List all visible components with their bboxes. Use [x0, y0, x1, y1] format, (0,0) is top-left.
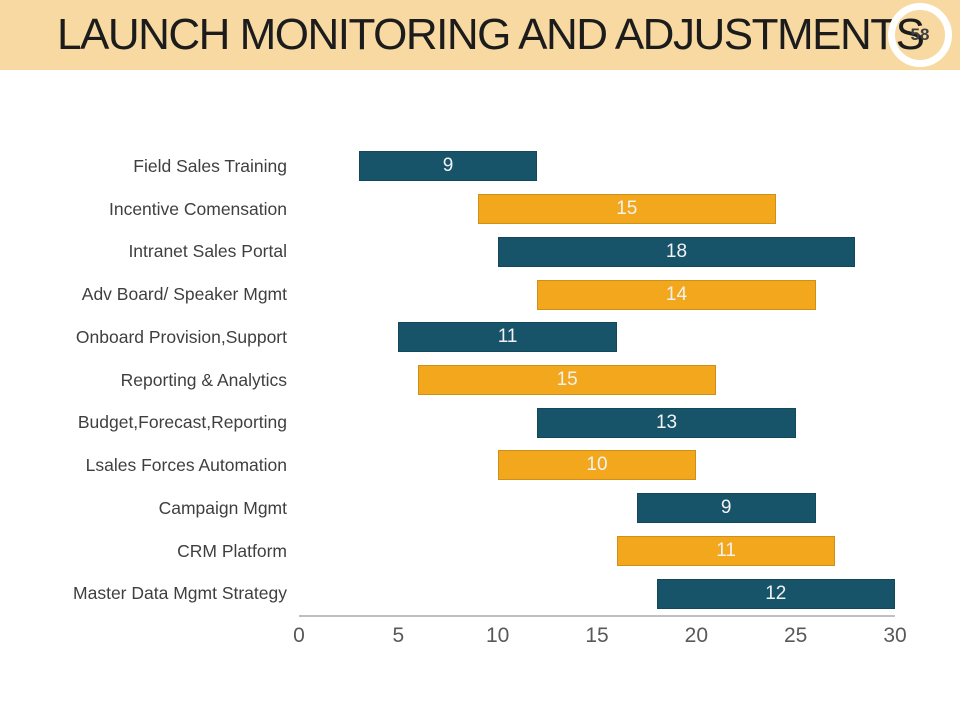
chart-bar: 18 — [497, 236, 856, 267]
bar-value-label: 18 — [665, 240, 688, 262]
x-axis-tick-label: 30 — [883, 624, 907, 647]
category-label: Campaign Mgmt — [158, 497, 287, 518]
category-label: Lsales Forces Automation — [85, 455, 287, 476]
chart-bar: 15 — [477, 194, 776, 225]
chart-bar: 10 — [497, 450, 697, 481]
x-axis-tick-label: 15 — [585, 624, 609, 647]
chart-bar: 9 — [358, 151, 538, 182]
chart-bar: 15 — [418, 365, 717, 395]
header-band: LAUNCH MONITORING AND ADJUSTMENTS 58 — [0, 0, 960, 70]
category-label: Onboard Provision,Support — [75, 326, 287, 347]
bar-value-label: 10 — [586, 454, 608, 476]
bar-value-label: 11 — [497, 326, 518, 348]
category-label: Incentive Comensation — [108, 198, 287, 219]
category-label: Budget,Forecast,Reporting — [77, 412, 287, 433]
bar-value-label: 14 — [665, 283, 688, 305]
category-label: Adv Board/ Speaker Mgmt — [81, 284, 287, 305]
x-axis-tick-label: 25 — [783, 624, 808, 647]
chart-bar: 11 — [616, 535, 836, 566]
bar-value-label: 12 — [765, 582, 787, 604]
page-number: 58 — [910, 25, 930, 44]
bar-value-label: 9 — [720, 497, 732, 519]
page-title: LAUNCH MONITORING AND ADJUSTMENTS — [57, 10, 925, 59]
bar-value-label: 13 — [655, 411, 678, 433]
x-axis-tick-label: 5 — [392, 624, 405, 647]
category-label: Intranet Sales Portal — [128, 241, 287, 262]
bar-value-label: 11 — [716, 539, 736, 561]
category-label: Reporting & Analytics — [120, 369, 287, 390]
x-axis-ticks: 0 5 10 15 20 25 30 — [293, 624, 907, 656]
x-axis-tick-label: 20 — [684, 624, 709, 647]
category-label: Master Data Mgmt Strategy — [73, 583, 287, 604]
category-label: CRM Platform — [177, 540, 287, 561]
chart-bar: 11 — [398, 322, 617, 353]
bar-value-label: 15 — [556, 369, 578, 390]
page-number-badge: 58 — [888, 3, 952, 67]
x-axis-tick-label: 0 — [293, 624, 305, 647]
chart-bar: 12 — [656, 578, 895, 609]
bar-value-label: 9 — [442, 155, 454, 177]
chart-bar: 13 — [537, 407, 796, 438]
bar-value-label: 15 — [616, 198, 638, 220]
category-label: Field Sales Training — [133, 156, 287, 176]
chart-bar: 9 — [636, 493, 816, 524]
chart-bar: 14 — [537, 279, 816, 310]
x-axis-tick-label: 10 — [485, 624, 510, 647]
category-labels: Field Sales Training Incentive Comensatio… — [0, 145, 287, 615]
plot-area: 9 15 18 14 11 15 13 10 9 11 12 — [299, 145, 895, 617]
